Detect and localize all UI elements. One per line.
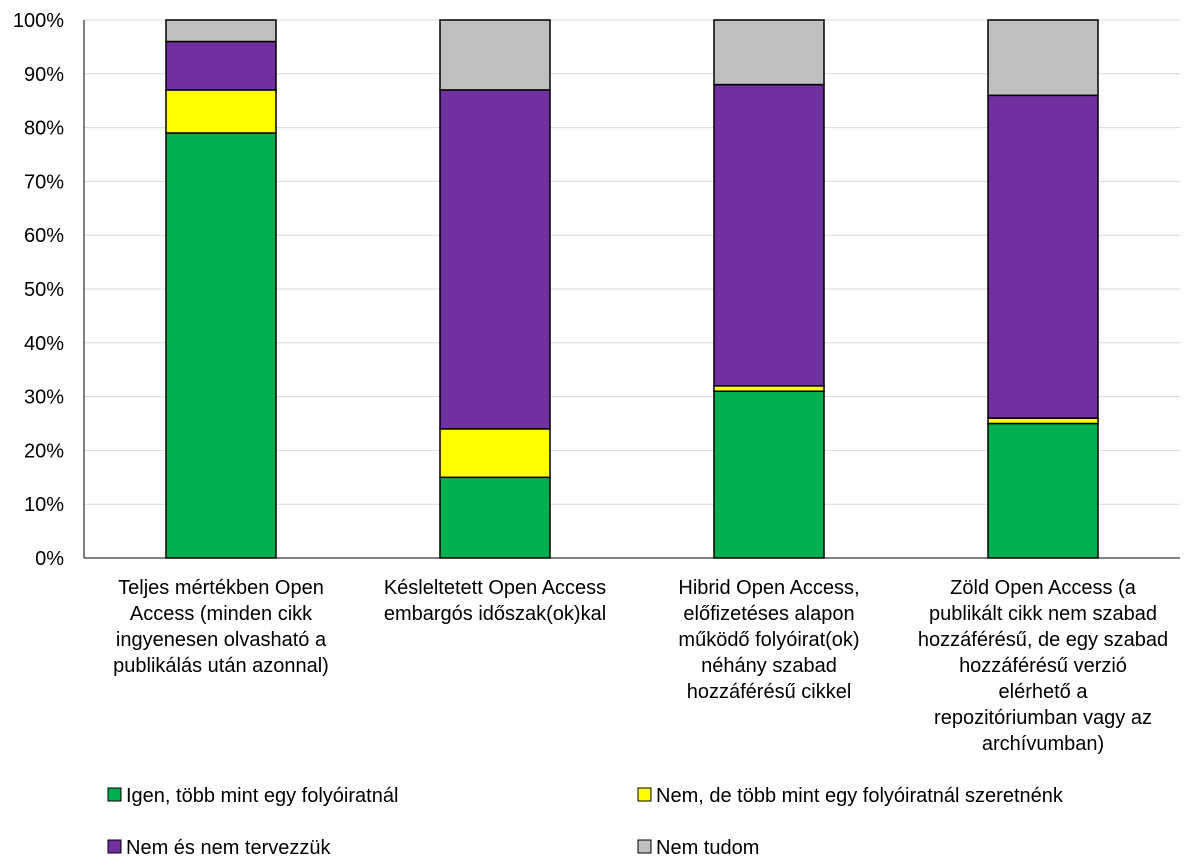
y-tick-label: 90% xyxy=(24,64,64,86)
y-tick-label: 10% xyxy=(24,494,64,516)
bar-segment xyxy=(987,94,1099,419)
y-tick-label: 50% xyxy=(24,279,64,301)
bars xyxy=(165,19,1099,559)
legend-label: Nem tudom xyxy=(656,837,759,859)
bar-segment xyxy=(713,19,825,86)
bar-segment xyxy=(439,428,551,479)
y-tick-label: 100% xyxy=(13,10,64,32)
y-tick-label: 70% xyxy=(24,171,64,193)
bar-segment xyxy=(987,19,1099,97)
bar-segment xyxy=(987,417,1099,425)
axes xyxy=(83,20,1180,559)
y-tick-label: 40% xyxy=(24,333,64,355)
legend-swatch xyxy=(107,787,122,802)
bar-segment xyxy=(713,385,825,392)
legend: Igen, több mint egy folyóiratnál Nem, de … xyxy=(107,785,1064,859)
bar-segment xyxy=(987,422,1099,559)
legend-item: Igen, több mint egy folyóiratnál xyxy=(107,785,398,807)
legend-item: Nem, de több mint egy folyóiratnál szere… xyxy=(637,785,1064,807)
x-category-label: Teljes mértékben Open Access (minden cikk… xyxy=(113,577,329,677)
y-tick-label: 30% xyxy=(24,387,64,409)
category-labels: Teljes mértékben Open Access (minden cikk… xyxy=(113,577,1168,755)
legend-swatch xyxy=(637,787,652,802)
x-category-label: Zöld Open Access (a publikált cikk nem sz… xyxy=(918,577,1168,755)
bar-segment xyxy=(439,476,551,559)
legend-swatch xyxy=(107,839,122,854)
bar-segment xyxy=(439,19,551,91)
bar-segment xyxy=(713,83,825,387)
legend-label: Igen, több mint egy folyóiratnál xyxy=(126,785,398,807)
bar-segment xyxy=(713,390,825,559)
legend-item: Nem tudom xyxy=(637,837,759,859)
bar-segment xyxy=(165,89,277,134)
bar-segment xyxy=(439,89,551,430)
x-category-label: Hibrid Open Access, előfizetéses alapon mű… xyxy=(678,577,859,703)
bar-segment xyxy=(165,19,277,43)
bar-segment xyxy=(165,132,277,559)
legend-label: Nem és nem tervezzük xyxy=(126,837,332,859)
legend-label: Nem, de több mint egy folyóiratnál szere… xyxy=(656,785,1064,807)
y-tick-label: 0% xyxy=(35,548,64,570)
y-tick-labels: 0% 10% 20% 30% 40% 50% 60% 70% 80% 90% 100% xyxy=(13,10,64,570)
bar-segment xyxy=(165,40,277,91)
y-tick-label: 80% xyxy=(24,118,64,140)
y-tick-label: 60% xyxy=(24,225,64,247)
y-tick-label: 20% xyxy=(24,440,64,462)
legend-item: Nem és nem tervezzük xyxy=(107,837,332,859)
legend-swatch xyxy=(637,839,652,854)
x-category-label: Késleltetett Open Access embargós időszak… xyxy=(384,577,606,625)
